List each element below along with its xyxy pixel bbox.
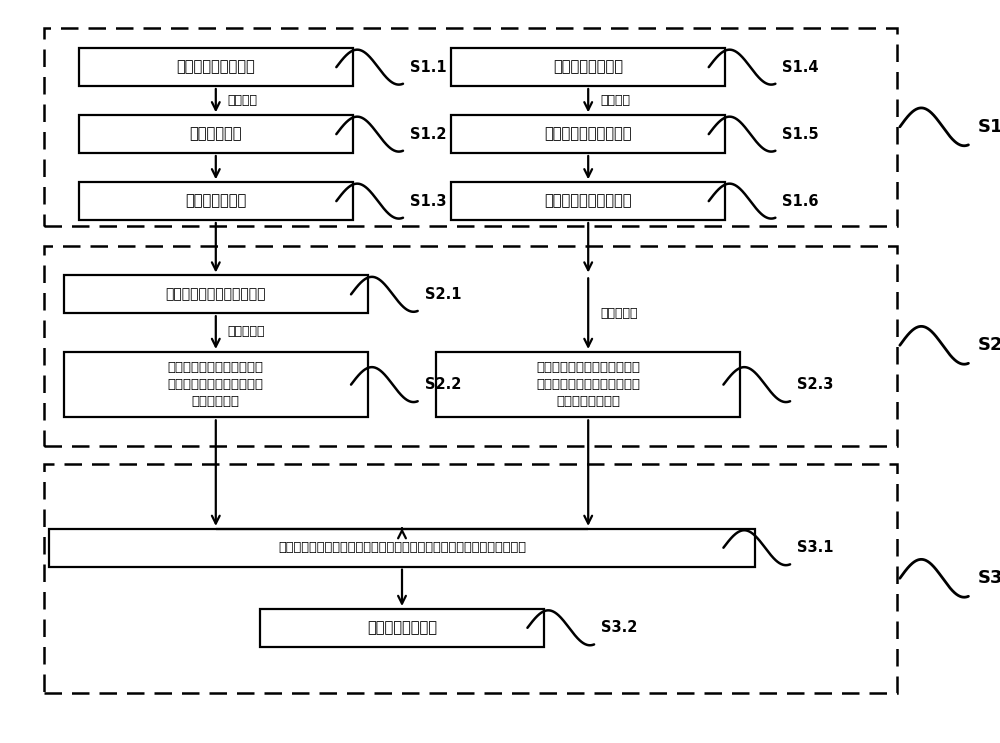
Text: S2.1: S2.1 — [425, 287, 461, 302]
Text: 得到阿秒条纹谱: 得到阿秒条纹谱 — [185, 194, 246, 209]
Text: 建立含时薛定谔方程: 建立含时薛定谔方程 — [176, 59, 255, 74]
Bar — [436, 352, 740, 418]
Text: 数值求解: 数值求解 — [600, 94, 630, 107]
Bar — [64, 352, 368, 418]
Text: 建立多个牛顿方程: 建立多个牛顿方程 — [553, 59, 623, 74]
Text: S3.2: S3.2 — [601, 620, 637, 635]
Text: 得到电子能谱: 得到电子能谱 — [190, 126, 242, 142]
Text: S1.1: S1.1 — [410, 59, 446, 74]
Text: 按照红外电场的矢势的第二解
析形式进行拟合，得到多个经
典光电离时间延迟: 按照红外电场的矢势的第二解 析形式进行拟合，得到多个经 典光电离时间延迟 — [536, 361, 640, 408]
Text: 得到经典光电离时间延迟与光电离时间延迟相等时的电子初始位置优化值: 得到经典光电离时间延迟与光电离时间延迟相等时的电子初始位置优化值 — [278, 541, 526, 554]
Bar — [79, 182, 353, 220]
Bar — [79, 115, 353, 153]
Bar — [260, 609, 544, 646]
Bar — [64, 276, 368, 314]
Text: S1.2: S1.2 — [410, 126, 446, 142]
Text: 得到多个经典条纹轨迹: 得到多个经典条纹轨迹 — [544, 194, 632, 209]
Text: S1: S1 — [978, 118, 1000, 136]
Text: 数值求解: 数值求解 — [228, 94, 258, 107]
Text: 得到多个电子末态动能: 得到多个电子末态动能 — [544, 126, 632, 142]
Bar — [44, 464, 897, 693]
Text: S2: S2 — [978, 337, 1000, 354]
Bar — [451, 115, 725, 153]
Text: S1.3: S1.3 — [410, 194, 446, 209]
Text: S3.1: S3.1 — [797, 540, 833, 555]
Text: S1.6: S1.6 — [782, 194, 819, 209]
Bar — [44, 245, 897, 446]
Text: S1.4: S1.4 — [782, 59, 819, 74]
Text: 按照红外电场的矢势的第一
解析形式进行拟合，得到光
电离时间延迟: 按照红外电场的矢势的第一 解析形式进行拟合，得到光 电离时间延迟 — [168, 361, 264, 408]
Bar — [79, 48, 353, 86]
Bar — [451, 48, 725, 86]
Text: S2.3: S2.3 — [797, 377, 833, 392]
Bar — [49, 529, 755, 567]
Text: 最小二乘法: 最小二乘法 — [228, 325, 265, 338]
Text: 得到电子轨道半径: 得到电子轨道半径 — [367, 620, 437, 635]
Bar — [44, 27, 897, 226]
Text: S2.2: S2.2 — [425, 377, 461, 392]
Text: 最小二乘法: 最小二乘法 — [600, 307, 637, 319]
Text: S1.5: S1.5 — [782, 126, 819, 142]
Bar — [451, 182, 725, 220]
Text: 得到阿秒条纹谱的中心动能: 得到阿秒条纹谱的中心动能 — [166, 288, 266, 302]
Text: S3: S3 — [978, 569, 1000, 587]
